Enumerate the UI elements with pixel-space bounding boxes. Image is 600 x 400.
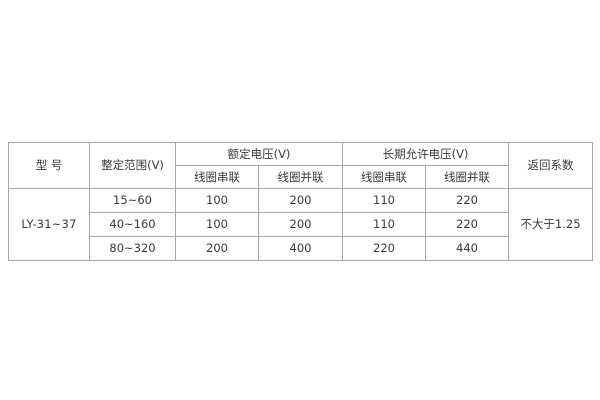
spec-table-container: 型 号 整定范围(V) 额定电压(V) 长期允许电压(V) 返回系数 线圈串联 … bbox=[8, 142, 593, 261]
header-model: 型 号 bbox=[8, 142, 90, 189]
cell-range: 80~320 bbox=[89, 236, 176, 261]
cell-return-coefficient-value: 不大于1.25 bbox=[508, 188, 593, 261]
cell-rated-series: 100 bbox=[175, 188, 259, 213]
cell-long-parallel: 220 bbox=[425, 212, 509, 237]
cell-long-series: 110 bbox=[342, 212, 426, 237]
cell-rated-series: 100 bbox=[175, 212, 259, 237]
table-row: LY-31~37 15~60 100 200 110 220 不大于1.25 bbox=[8, 188, 593, 261]
table-row: 40~160 100 200 110 220 bbox=[9, 212, 593, 237]
cell-rated-parallel: 200 bbox=[258, 188, 343, 213]
header-long-coil-series: 线圈串联 bbox=[342, 165, 426, 189]
cell-rated-series: 200 bbox=[175, 236, 259, 261]
table-row: 80~320 200 400 220 440 bbox=[9, 236, 593, 261]
cell-rated-parallel: 200 bbox=[258, 212, 343, 237]
table-header-row-sub: 线圈串联 线圈并联 线圈串联 线圈并联 bbox=[9, 165, 593, 189]
cell-rated-parallel: 400 bbox=[258, 236, 343, 261]
cell-model-value: LY-31~37 bbox=[8, 188, 90, 261]
table-header-row-top: 型 号 整定范围(V) 额定电压(V) 长期允许电压(V) 返回系数 bbox=[8, 142, 593, 189]
cell-range: 40~160 bbox=[89, 212, 176, 237]
cell-long-parallel: 440 bbox=[425, 236, 509, 261]
cell-long-parallel: 220 bbox=[425, 188, 509, 213]
cell-range: 15~60 bbox=[89, 188, 176, 213]
header-rated-coil-parallel: 线圈并联 bbox=[258, 165, 343, 189]
header-setting-range: 整定范围(V) bbox=[89, 142, 176, 189]
header-long-coil-parallel: 线圈并联 bbox=[425, 165, 509, 189]
header-rated-voltage-group: 额定电压(V) bbox=[175, 142, 343, 166]
header-rated-coil-series: 线圈串联 bbox=[175, 165, 259, 189]
header-long-term-voltage-group: 长期允许电压(V) bbox=[342, 142, 509, 166]
cell-long-series: 110 bbox=[342, 188, 426, 213]
specification-table: 型 号 整定范围(V) 额定电压(V) 长期允许电压(V) 返回系数 线圈串联 … bbox=[8, 142, 593, 261]
cell-long-series: 220 bbox=[342, 236, 426, 261]
header-return-coefficient: 返回系数 bbox=[508, 142, 593, 189]
